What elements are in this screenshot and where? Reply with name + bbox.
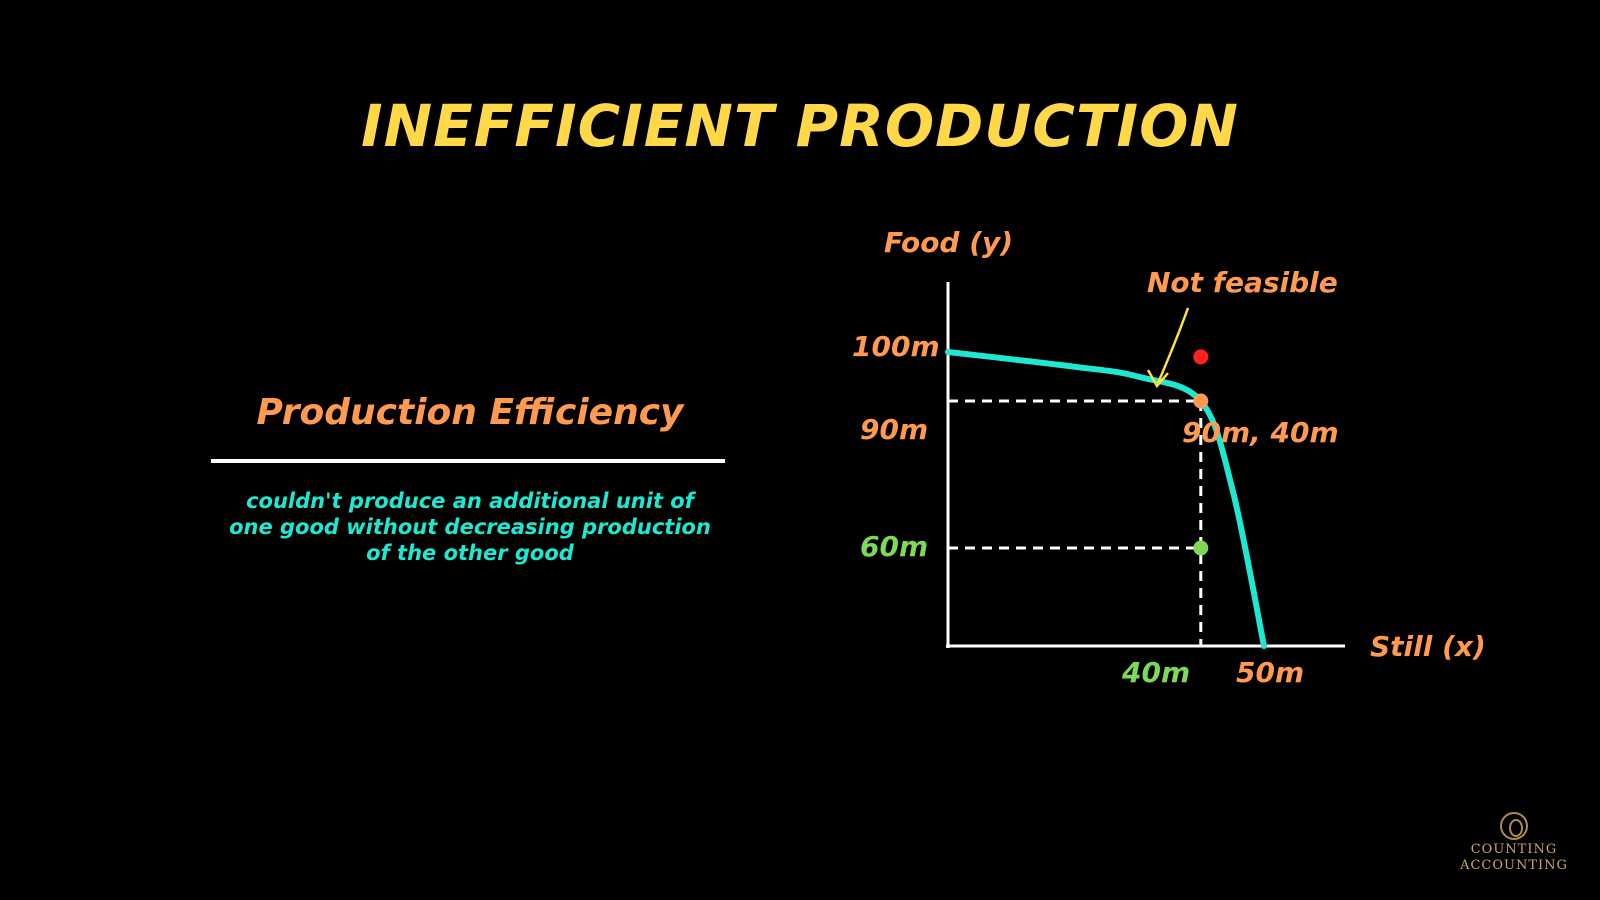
y-tick-label-100m: 100m	[852, 330, 940, 363]
ppf-curve	[945, 349, 1267, 649]
efficient-point	[1193, 393, 1209, 409]
page-title: INEFFICIENT PRODUCTION	[361, 92, 1239, 160]
production-efficiency-heading: Production Efficiency	[256, 392, 684, 433]
efficiency-description: couldn't produce an additional unit of o…	[220, 488, 720, 566]
x-axis-label: Still (x)	[1370, 630, 1486, 663]
not-feasible-arrow	[1156, 307, 1190, 384]
y-axis-label: Food (y)	[884, 226, 1014, 259]
y-tick-label-90m: 90m	[860, 413, 929, 446]
counting-accounting-logo: COUNTING ACCOUNTING	[1452, 812, 1576, 874]
logo-line-1: COUNTING	[1470, 842, 1558, 857]
efficient-point-label: 90m, 40m	[1182, 416, 1339, 449]
y-tick-label-60m: 60m	[860, 530, 929, 563]
not-feasible-arrowhead	[1146, 369, 1169, 389]
x-tick-label-40m: 40m	[1122, 656, 1191, 689]
inefficient-point	[1193, 540, 1209, 556]
logo-line-2: ACCOUNTING	[1460, 858, 1568, 873]
heading-divider	[211, 459, 725, 463]
not-feasible-annotation: Not feasible	[1147, 266, 1338, 299]
x-tick-label-50m: 50m	[1236, 656, 1305, 689]
description-line: one good without decreasing production	[229, 515, 711, 539]
description-line: of the other good	[366, 541, 574, 565]
description-line: couldn't produce an additional unit of	[246, 489, 694, 513]
not-feasible-point	[1193, 349, 1209, 365]
coin-emblem-icon	[1500, 812, 1528, 840]
